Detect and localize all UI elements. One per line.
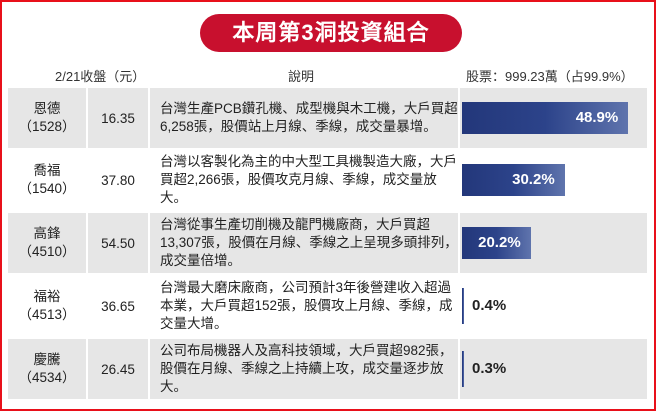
- header-price: 2/21收盤（元）: [55, 69, 146, 84]
- table-row: 喬福 （1540） 37.80 台灣以客製化為主的中大型工具機製造大廠，大戶買超…: [8, 150, 647, 210]
- stock-name-cell: 恩德 （1528）: [8, 88, 86, 148]
- bar: [462, 288, 464, 324]
- description-cell: 台灣生產PCB鑽孔機、成型機與木工機，大戶買超6,258張，股價站上月線、季線，…: [150, 88, 458, 148]
- stock-name-cell: 高鋒 （4510）: [8, 213, 86, 273]
- header-stock: 股票：999.23萬（占99.9%）: [466, 69, 634, 84]
- header-desc: 說明: [288, 69, 315, 84]
- stock-code: （4534）: [18, 370, 76, 385]
- bar-label: 0.3%: [472, 360, 507, 377]
- stock-code: （1540）: [18, 181, 76, 196]
- table-row: 慶騰 （4534） 26.45 公司布局機器人及高科技領域，大戶買超982張，股…: [8, 339, 647, 399]
- stock-name: 高鋒: [33, 226, 61, 241]
- stock-code: （1528）: [18, 119, 76, 134]
- stock-name-cell: 福裕 （4513）: [8, 276, 86, 336]
- stock-name-cell: 慶騰 （4534）: [8, 339, 86, 399]
- bar-cell: 0.3%: [460, 339, 647, 399]
- price-cell: 37.80: [101, 172, 135, 188]
- table-row: 福裕 （4513） 36.65 台灣最大磨床廠商，公司預計3年後營建收入超過本業…: [8, 276, 647, 336]
- price-cell: 26.45: [88, 339, 148, 399]
- bar-cell: 30.2%: [460, 150, 647, 210]
- price-cell: 16.35: [88, 88, 148, 148]
- stock-code: （4513）: [18, 307, 76, 322]
- table-row: 恩德 （1528） 16.35 台灣生產PCB鑽孔機、成型機與木工機，大戶買超6…: [8, 88, 647, 148]
- stock-name: 慶騰: [33, 352, 61, 367]
- stock-name-cell: 喬福 （1540）: [8, 150, 86, 210]
- price-cell: 54.50: [88, 213, 148, 273]
- bar-cell: 20.2%: [460, 213, 647, 273]
- description-cell: 公司布局機器人及高科技領域，大戶買超982張，股價在月線、季線之上持續上攻，成交…: [150, 339, 458, 399]
- description-cell: 台灣最大磨床廠商，公司預計3年後營建收入超過本業，大戶買超152張，股價攻上月線…: [160, 280, 453, 331]
- stock-code: （4510）: [18, 244, 76, 259]
- page-title: 本周第3洞投資組合: [200, 14, 462, 52]
- bar: [462, 227, 531, 259]
- bar: [462, 351, 464, 387]
- stock-name: 喬福: [33, 163, 61, 178]
- bar-label: 0.4%: [472, 297, 507, 314]
- bar-label: 48.9%: [575, 109, 619, 126]
- bar-cell: 0.4%: [460, 276, 647, 336]
- stock-name: 恩德: [33, 101, 61, 116]
- table-row: 高鋒 （4510） 54.50 台灣從事生產切削機及龍門機廠商，大戶買超13,3…: [8, 213, 647, 273]
- bar-label: 20.2%: [478, 234, 521, 251]
- bar: [462, 102, 629, 134]
- price-cell: 36.65: [101, 298, 135, 314]
- description-cell: 台灣以客製化為主的中大型工具機製造大廠，大戶買超2,266張，股價攻克月線、季線…: [160, 154, 457, 205]
- bar-label: 30.2%: [512, 171, 555, 188]
- description-cell: 台灣從事生產切削機及龍門機廠商，大戶買超13,307張，股價在月線、季線之上呈現…: [150, 213, 458, 273]
- bar-cell: 48.9%: [460, 88, 647, 148]
- stock-name: 福裕: [33, 289, 61, 304]
- bar: [462, 164, 565, 196]
